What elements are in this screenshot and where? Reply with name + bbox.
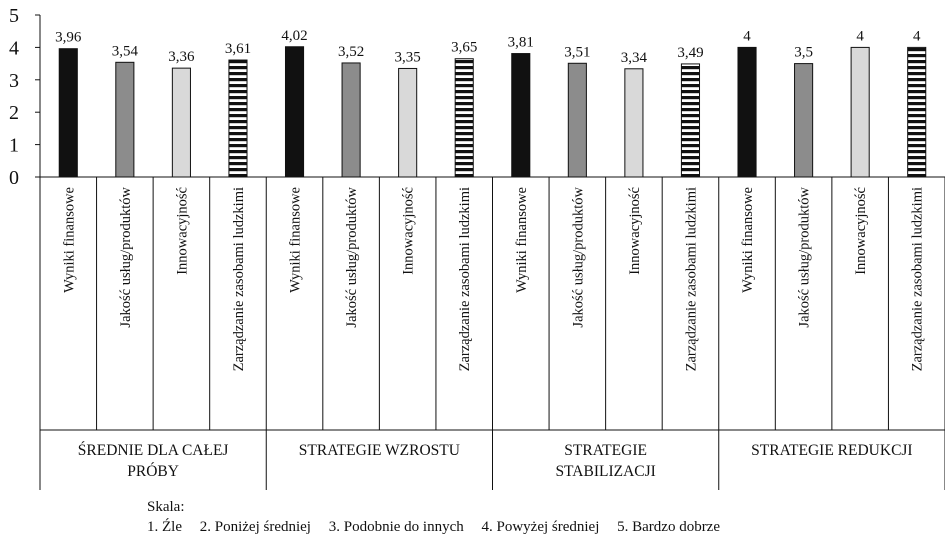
bar bbox=[567, 62, 587, 178]
y-axis: 0 1 2 3 4 5 bbox=[9, 5, 41, 189]
category-label: Zarządzanie zasobami ludzkimi bbox=[910, 187, 926, 371]
group-label: PRÓBY bbox=[127, 463, 179, 480]
data-label: 3,35 bbox=[395, 49, 421, 65]
bar bbox=[228, 59, 248, 178]
category-label: Innowacyjność bbox=[627, 187, 643, 275]
category-label: Zarządzanie zasobami ludzkimi bbox=[683, 187, 699, 371]
category-label: Jakość usług/produktów bbox=[570, 186, 586, 327]
bar bbox=[511, 53, 531, 178]
bars bbox=[58, 46, 927, 178]
scale-item: 1. Źle bbox=[147, 519, 182, 535]
data-label: 4,02 bbox=[281, 28, 307, 44]
data-label: 3,36 bbox=[168, 49, 195, 65]
data-label: 3,61 bbox=[225, 41, 251, 57]
scale-item: 4. Powyżej średniej bbox=[481, 519, 600, 535]
y-tick-label: 0 bbox=[9, 167, 19, 189]
bar bbox=[398, 67, 418, 178]
category-label: Jakość usług/produktów bbox=[344, 186, 360, 327]
bar bbox=[115, 61, 135, 178]
category-label: Wyniki finansowe bbox=[288, 187, 304, 293]
y-tick-label: 4 bbox=[9, 37, 19, 59]
data-label: 3,96 bbox=[55, 30, 82, 46]
scale-item: 2. Poniżej średniej bbox=[199, 519, 311, 535]
group-label: STRATEGIE bbox=[564, 442, 647, 459]
bar bbox=[737, 46, 757, 178]
y-tick-label: 1 bbox=[9, 135, 19, 157]
category-label: Jakość usług/produktów bbox=[797, 186, 813, 327]
category-label: Zarządzanie zasobami ludzkimi bbox=[457, 187, 473, 371]
bar bbox=[341, 62, 361, 178]
bar bbox=[680, 63, 701, 178]
data-label: 3,54 bbox=[112, 43, 139, 59]
bar bbox=[624, 68, 644, 178]
group-label: STRATEGIE WZROSTU bbox=[299, 442, 460, 459]
bar bbox=[284, 46, 305, 178]
bar bbox=[850, 46, 870, 178]
data-label: 3,34 bbox=[621, 50, 648, 66]
data-label: 4 bbox=[913, 28, 921, 44]
category-label: Zarządzanie zasobami ludzkimi bbox=[231, 187, 247, 371]
data-label: 3,81 bbox=[508, 35, 534, 51]
data-label: 3,52 bbox=[338, 44, 364, 60]
data-label: 3,5 bbox=[794, 45, 813, 61]
category-label: Innowacyjność bbox=[174, 187, 190, 275]
category-label: Innowacyjność bbox=[853, 187, 869, 275]
data-label: 3,65 bbox=[451, 40, 477, 56]
group-label: STRATEGIE REDUKCJI bbox=[751, 442, 912, 459]
data-label: 4 bbox=[856, 28, 864, 44]
category-label: Wyniki finansowe bbox=[514, 187, 530, 293]
category-label: Wyniki finansowe bbox=[61, 187, 77, 293]
bar bbox=[454, 58, 474, 178]
x-axis: Wyniki finansowe Jakość usług/produktów In… bbox=[39, 176, 945, 490]
data-label: 3,49 bbox=[677, 45, 703, 61]
scale-legend-title: Skala: bbox=[147, 499, 185, 515]
data-label: 3,51 bbox=[564, 44, 590, 60]
group-label: STABILIZACJI bbox=[555, 463, 655, 480]
bar bbox=[58, 48, 78, 178]
bar bbox=[171, 67, 191, 178]
value-labels: 3,963,54 3,363,614,023,52 3,353,65 3,813,51… bbox=[55, 28, 921, 66]
scale-legend-items: 1. Źle 2. Poniżej średniej 3. Podobnie d… bbox=[147, 517, 734, 537]
data-label: 4 bbox=[743, 28, 751, 44]
group-label: ŚREDNIE DLA CAŁEJ bbox=[78, 442, 229, 459]
scale-legend: Skala: 1. Źle 2. Poniżej średniej 3. Pod… bbox=[147, 497, 734, 537]
scale-item: 5. Bardzo dobrze bbox=[617, 519, 721, 535]
bar bbox=[907, 46, 927, 178]
category-label: Wyniki finansowe bbox=[740, 187, 756, 293]
bar bbox=[794, 63, 814, 178]
scale-item: 3. Podobnie do innych bbox=[328, 519, 464, 535]
y-tick-label: 5 bbox=[9, 5, 19, 27]
category-label: Jakość usług/produktów bbox=[118, 186, 134, 327]
category-label: Innowacyjność bbox=[401, 187, 417, 275]
y-tick-label: 3 bbox=[9, 70, 19, 92]
y-tick-label: 2 bbox=[9, 102, 19, 124]
